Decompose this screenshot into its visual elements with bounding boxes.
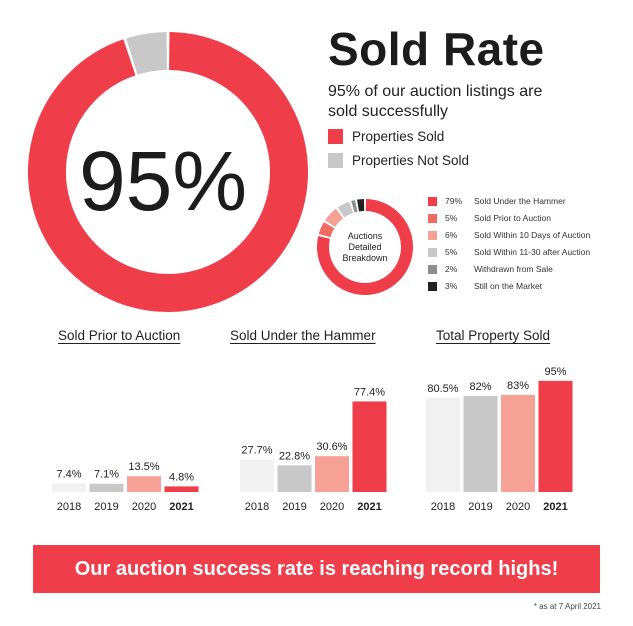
breakdown-label: Sold Within 11-30 after Auction (474, 247, 591, 257)
breakdown-label: Sold Prior to Auction (474, 213, 552, 223)
breakdown-center-line-2: Detailed (348, 242, 381, 252)
headline-banner: Our auction success rate is reaching rec… (33, 545, 600, 593)
breakdown-percentage: 6% (445, 230, 458, 240)
x-tick-label-2019: 2019 (282, 501, 306, 513)
breakdown-swatch (428, 248, 437, 257)
bar-value-label-2019: 82% (469, 381, 491, 393)
chart-title-under-hammer: Sold Under the Hammer (230, 328, 376, 343)
breakdown-percentage: 3% (445, 281, 458, 291)
bar-2020 (127, 476, 161, 492)
page-title: Sold Rate (328, 23, 545, 75)
legend-label: Properties Not Sold (352, 153, 470, 168)
breakdown-slice-sold-prior-to-auction (318, 222, 335, 238)
bar-value-label-2019: 7.1% (94, 469, 119, 481)
footnote: * as at 7 April 2021 (533, 602, 601, 611)
breakdown-center-line-1: Auctions (348, 231, 383, 241)
bar-value-label-2020: 13.5% (128, 461, 159, 473)
breakdown-label: Sold Within 10 Days of Auction (474, 230, 591, 240)
bar-value-label-2021: 77.4% (354, 386, 385, 398)
bar-2021 (352, 401, 387, 492)
bar-2018 (52, 483, 86, 492)
breakdown-label: Withdrawn from Sale (474, 264, 553, 274)
breakdown-swatch (428, 265, 437, 274)
bar-value-label-2019: 22.8% (279, 450, 310, 462)
legend-swatch-sold (328, 129, 343, 144)
breakdown-swatch (428, 214, 437, 223)
breakdown-percentage: 2% (445, 264, 458, 274)
sold-rate-slice-properties-not-sold (126, 32, 168, 75)
legend-swatch-not-sold (328, 153, 343, 168)
breakdown-swatch (428, 197, 437, 206)
breakdown-center-line-3: Breakdown (342, 253, 387, 263)
x-tick-label-2020: 2020 (320, 501, 344, 513)
sold-rate-slice-properties-sold (28, 32, 308, 312)
bar-2020 (501, 394, 535, 492)
bar-2018 (426, 397, 460, 492)
breakdown-label: Still on the Market (474, 281, 543, 291)
chart-title-sold-prior: Sold Prior to Auction (58, 328, 181, 343)
x-tick-label-2021: 2021 (357, 501, 381, 513)
breakdown-slice-still-on-the-market (357, 199, 365, 212)
breakdown-percentage: 5% (445, 213, 458, 223)
bar-value-label-2020: 83% (507, 380, 529, 392)
x-tick-label-2019: 2019 (468, 501, 492, 513)
bar-chart-total-sold: 80.5% 2018 82% 2019 83% 2020 95% 2021 (426, 366, 573, 513)
breakdown-slice-sold-within-10-days-of-auction (325, 208, 344, 228)
x-tick-label-2021: 2021 (543, 501, 567, 513)
auction-breakdown-donut-chart: Auctions Detailed Breakdown (317, 199, 413, 295)
page-subtitle: 95% of our auction listings are sold suc… (328, 83, 543, 120)
bar-value-label-2021: 95% (544, 366, 566, 378)
bar-2019 (277, 465, 312, 492)
x-tick-label-2018: 2018 (57, 501, 81, 513)
breakdown-percentage: 79% (445, 196, 463, 206)
bar-2020 (315, 456, 349, 492)
breakdown-percentage: 5% (445, 247, 458, 257)
breakdown-swatch (428, 282, 437, 291)
breakdown-swatch (428, 231, 437, 240)
x-tick-label-2021: 2021 (169, 501, 193, 513)
bar-2018 (240, 459, 274, 492)
bar-value-label-2018: 7.4% (56, 468, 81, 480)
x-tick-label-2018: 2018 (431, 501, 455, 513)
bar-value-label-2020: 30.6% (316, 441, 347, 453)
donut-center-percentage: 95% (79, 134, 247, 228)
bar-value-label-2018: 80.5% (427, 383, 458, 395)
breakdown-slice-withdrawn-from-sale (351, 200, 358, 213)
bar-2021 (164, 486, 199, 492)
x-tick-label-2019: 2019 (94, 501, 118, 513)
bar-2021 (538, 380, 573, 492)
bar-chart-sold-prior: 7.4% 2018 7.1% 2019 13.5% 2020 4.8% 2021 (52, 461, 199, 513)
chart-title-total-sold: Total Property Sold (436, 328, 551, 343)
breakdown-slice-sold-within-11-30-after-auction (337, 201, 354, 218)
bar-value-label-2021: 4.8% (169, 471, 194, 483)
banner-text: Our auction success rate is reaching rec… (74, 558, 559, 580)
breakdown-label: Sold Under the Hammer (474, 196, 566, 206)
bar-2019 (89, 483, 124, 492)
bar-value-label-2018: 27.7% (241, 445, 272, 457)
breakdown-slice-sold-under-the-hammer (317, 199, 413, 295)
bar-chart-under-hammer: 27.7% 2018 22.8% 2019 30.6% 2020 77.4% 2021 (240, 386, 387, 513)
x-tick-label-2018: 2018 (245, 501, 269, 513)
x-tick-label-2020: 2020 (506, 501, 530, 513)
bar-2019 (463, 396, 498, 492)
sold-rate-donut-chart: 95% (28, 32, 308, 312)
x-tick-label-2020: 2020 (132, 501, 156, 513)
legend-label: Properties Sold (352, 129, 445, 144)
